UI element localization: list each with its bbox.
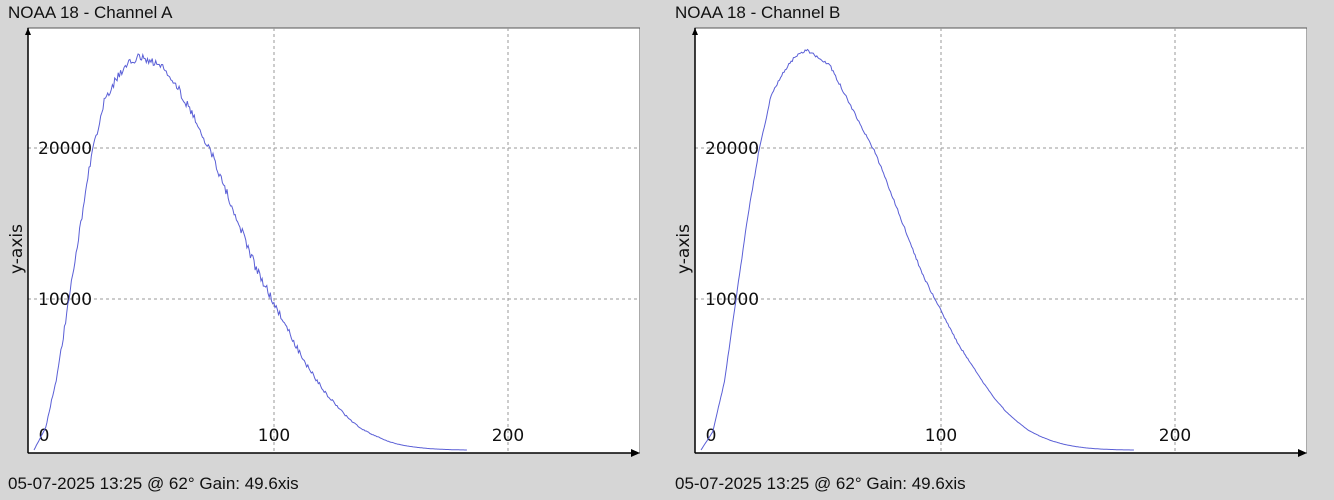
chart-title: NOAA 18 - Channel B [675, 3, 841, 22]
y-axis-arrow [692, 28, 698, 35]
x-tick-label: 0 [39, 426, 50, 446]
y-axis-label: y-axis [7, 224, 27, 274]
chart-panel-a: NOAA 18 - Channel A 0 100 200 10000 20000 y-a… [0, 0, 640, 500]
series-line [700, 48, 1134, 451]
x-axis-arrow [1298, 449, 1307, 457]
footer-text: 05-07-2025 13:25 @ 62° Gain: 49.6 [8, 474, 278, 493]
x-tick-label: 200 [492, 426, 524, 446]
chart-footer: 05-07-2025 13:25 @ 62° Gain: 49.6xis [8, 474, 299, 494]
chart-a-svg: 0 100 200 10000 20000 y-axis [7, 27, 640, 457]
x-tick-label: 100 [925, 426, 957, 446]
chart-footer: 05-07-2025 13:25 @ 62° Gain: 49.6xis [675, 474, 966, 494]
x-tick-label: 100 [258, 426, 290, 446]
x-axis-arrow [631, 449, 640, 457]
y-tick-label: 10000 [38, 290, 92, 310]
y-axis-arrow [25, 28, 31, 35]
x-axis-label: xis [277, 474, 299, 493]
x-tick-label: 200 [1159, 426, 1191, 446]
chart-title: NOAA 18 - Channel A [8, 3, 173, 22]
x-axis-label: xis [944, 474, 966, 493]
y-axis-label: y-axis [674, 224, 694, 274]
x-tick-label: 0 [706, 426, 717, 446]
y-tick-label: 10000 [705, 290, 759, 310]
plot-area [694, 27, 1307, 454]
y-tick-label: 20000 [38, 139, 92, 159]
footer-text: 05-07-2025 13:25 @ 62° Gain: 49.6 [675, 474, 945, 493]
chart-b-svg: 0 100 200 10000 20000 y-axis [674, 27, 1307, 457]
plot-area [27, 27, 640, 454]
y-tick-label: 20000 [705, 139, 759, 159]
series-line [33, 52, 467, 451]
chart-panel-b: NOAA 18 - Channel B 0 100 200 10000 20000 y-a… [667, 0, 1307, 500]
